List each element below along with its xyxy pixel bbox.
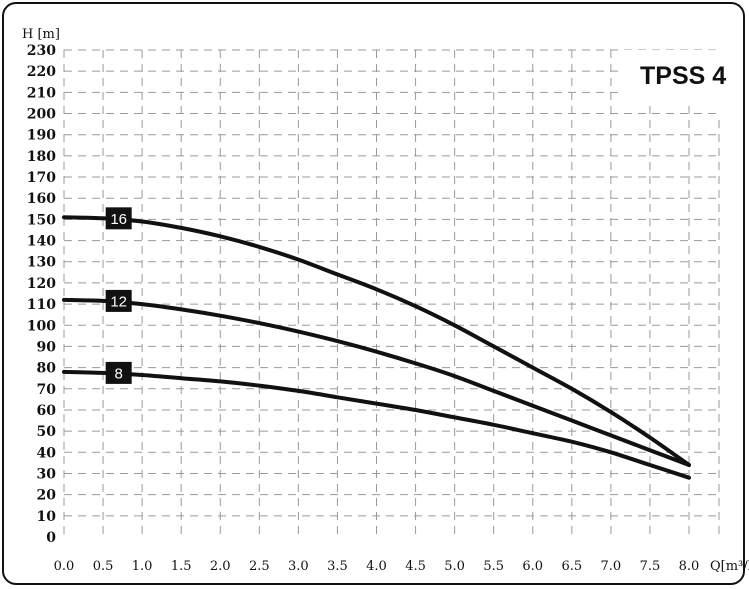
y-tick-label: 140 (27, 234, 56, 250)
grid (63, 49, 720, 537)
curve-label-badge (105, 207, 132, 230)
y-tick-labels: 0 10 20 30 40 50 60 70 80 90 100 110 120 130 140 150 160… (27, 43, 56, 546)
x-tick-label: 4.0 (366, 559, 387, 574)
title-background (624, 50, 729, 100)
y-tick-label: 160 (27, 191, 56, 207)
x-tick-label: 2.5 (249, 559, 270, 574)
x-tick-label: 0.0 (54, 559, 75, 574)
curve-label-text: 8 (115, 365, 123, 382)
y-tick-label: 170 (27, 170, 56, 186)
x-tick-label: 6.0 (522, 559, 543, 574)
curve-label-badge (105, 289, 132, 312)
curve-label-badge (105, 361, 132, 384)
y-tick-label: 80 (37, 361, 57, 377)
x-tick-label: 8.0 (679, 559, 700, 574)
curve-labels: 16 12 8 (105, 207, 132, 384)
curve-label-text: 12 (110, 293, 127, 310)
x-tick-label: 5.5 (483, 559, 504, 574)
y-tick-label: 120 (27, 276, 56, 292)
x-tick-label: 7.5 (640, 559, 661, 574)
curve-12 (62, 297, 691, 467)
curves (62, 215, 691, 480)
y-tick-label: 30 (37, 466, 57, 482)
y-tick-label: 210 (27, 85, 56, 101)
y-tick-label: 70 (37, 382, 57, 398)
y-tick-label: 230 (27, 43, 56, 59)
y-tick-label: 190 (27, 128, 56, 144)
x-tick-label: 4.5 (405, 559, 426, 574)
x-tick-label: 3.5 (327, 559, 348, 574)
x-tick-label: 6.5 (561, 559, 582, 574)
x-axis-label: Q[m³/h] (710, 559, 749, 574)
curve-16 (62, 215, 691, 467)
chart-title: TPSS 4 (640, 62, 726, 90)
curve-label-text: 16 (110, 211, 127, 228)
x-tick-labels: 0.0 0.5 1.0 1.5 2.0 2.5 3.0 3.5 4.0 4.5 5.0 5.5 6.0 6… (54, 559, 700, 574)
y-tick-label: 110 (27, 297, 56, 313)
y-tick-label: 0 (46, 530, 56, 546)
x-tick-label: 1.0 (132, 559, 153, 574)
y-tick-label: 150 (27, 212, 56, 228)
x-tick-label: 1.5 (171, 559, 192, 574)
y-tick-label: 220 (27, 64, 56, 80)
y-tick-label: 200 (27, 107, 56, 123)
y-tick-label: 90 (37, 339, 57, 355)
y-axis-label: H [m] (22, 27, 60, 42)
y-tick-label: 180 (27, 149, 56, 165)
y-tick-label: 20 (37, 488, 57, 504)
x-tick-label: 5.0 (444, 559, 465, 574)
y-tick-label: 50 (37, 424, 57, 440)
curve-8 (62, 369, 691, 480)
y-tick-label: 10 (37, 509, 57, 525)
y-tick-label: 100 (27, 318, 56, 334)
y-tick-label: 130 (27, 255, 56, 271)
y-tick-label: 60 (37, 403, 57, 419)
x-tick-label: 2.0 (210, 559, 231, 574)
x-tick-label: 0.5 (93, 559, 114, 574)
x-tick-label: 3.0 (288, 559, 309, 574)
y-tick-label: 40 (37, 445, 57, 461)
x-tick-label: 7.0 (601, 559, 622, 574)
